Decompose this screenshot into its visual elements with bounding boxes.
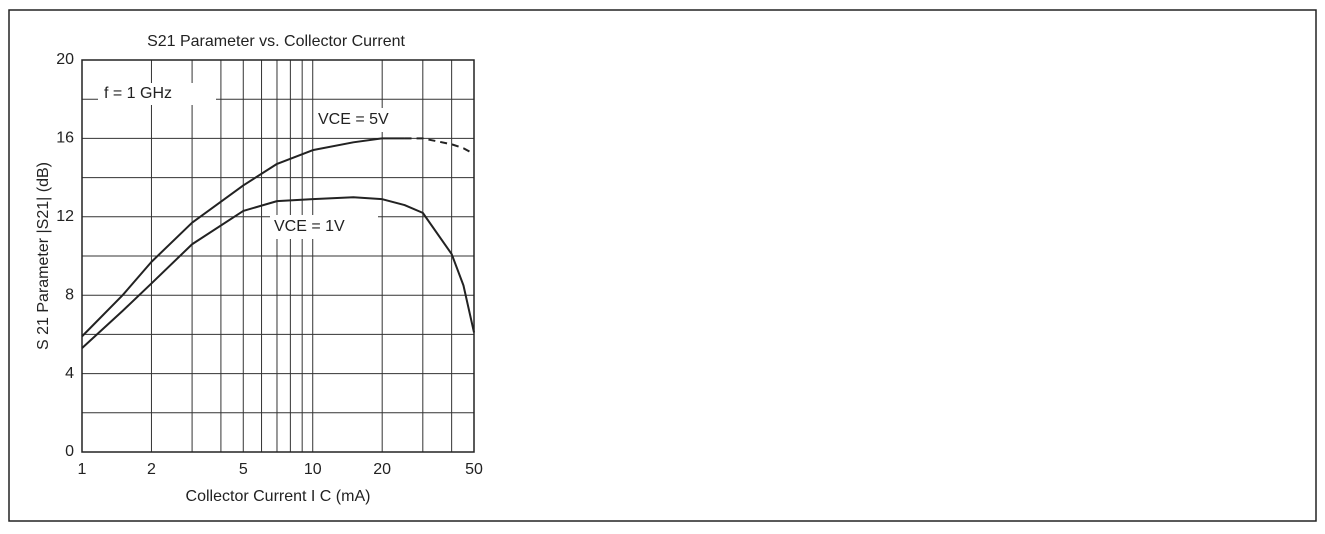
x-tick-label: 10: [304, 461, 322, 478]
plot-border: [81, 59, 475, 453]
y-tick-label: 8: [65, 286, 74, 303]
y-axis-label: S 21 Parameter |S21| (dB): [35, 162, 52, 350]
series-line: [404, 137, 475, 155]
x-axis-label: Collector Current I C (mA): [186, 488, 371, 505]
series-line: [81, 196, 475, 349]
series-label: VCE = 1V: [274, 218, 345, 235]
y-tick-label: 4: [65, 365, 74, 382]
frame: [8, 9, 1317, 522]
y-tick-label: 12: [56, 208, 74, 225]
series-label: VCE = 5V: [318, 111, 389, 128]
x-tick-label: 50: [465, 461, 483, 478]
x-tick-label: 20: [373, 461, 391, 478]
y-tick-label: 16: [56, 130, 74, 147]
series-line: [81, 137, 405, 338]
y-tick-label: 0: [65, 443, 74, 460]
annotation: f = 1 GHz: [104, 85, 172, 102]
annotation-bg: [98, 83, 216, 105]
x-tick-label: 5: [239, 461, 248, 478]
chart-title: S21 Parameter vs. Collector Current: [147, 33, 405, 50]
x-tick-label: 2: [147, 461, 156, 478]
label-bg: [314, 108, 422, 132]
label-bg: [270, 215, 378, 239]
y-tick-label: 20: [56, 51, 74, 68]
x-tick-label: 1: [78, 461, 87, 478]
